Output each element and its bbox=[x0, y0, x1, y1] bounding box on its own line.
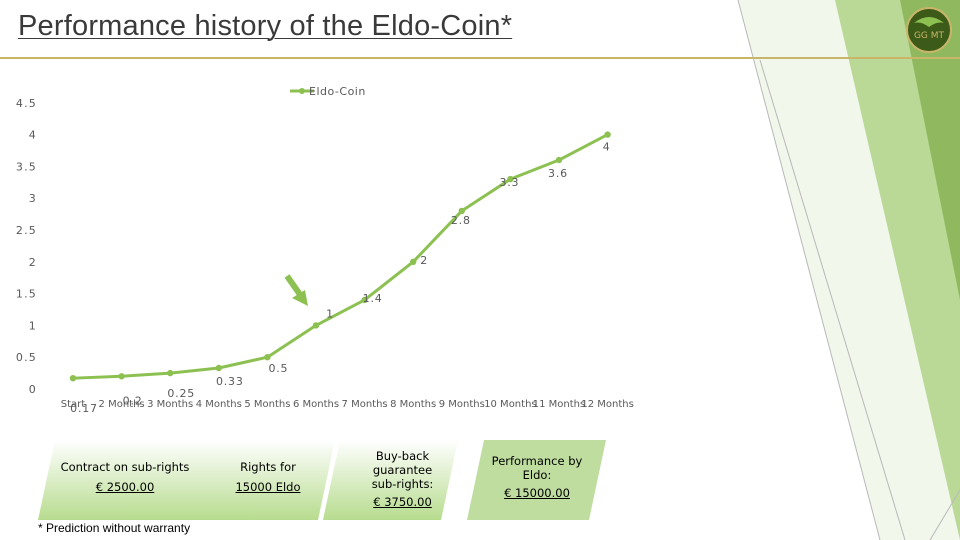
box-shape-3 bbox=[323, 440, 458, 520]
data-label: 1.4 bbox=[363, 292, 383, 305]
info-box-rights-value: 15000 Eldo bbox=[235, 480, 301, 494]
deco-triangle-dark bbox=[900, 0, 960, 300]
info-box-performance: Performance by Eldo: € 15000.00 bbox=[488, 446, 586, 508]
x-tick-label: 5 Months bbox=[244, 399, 290, 410]
page-title: Performance history of the Eldo-Coin* bbox=[18, 10, 513, 42]
x-axis-labels: Start 2 Months 3 Months 4 Months 5 Months 6 M… bbox=[61, 399, 634, 410]
series-markers bbox=[69, 131, 611, 382]
x-tick-label: Start bbox=[61, 399, 86, 410]
y-tick-label: 0.5 bbox=[16, 351, 37, 364]
info-box-contract-value: € 2500.00 bbox=[95, 480, 155, 494]
y-axis-ticks: 0 0.5 1 1.5 2 2.5 3 3.5 4 4.5 bbox=[16, 97, 37, 396]
x-tick-label: 2 Months bbox=[99, 399, 145, 410]
data-point bbox=[167, 369, 174, 377]
data-point bbox=[555, 156, 563, 164]
x-tick-label: 3 Months bbox=[147, 399, 193, 410]
title-divider bbox=[0, 57, 960, 59]
logo-text: GG MT bbox=[914, 31, 945, 41]
series-line-eldo-coin bbox=[72, 133, 609, 380]
y-tick-label: 4.5 bbox=[16, 97, 37, 110]
deco-line-3 bbox=[929, 489, 960, 540]
data-point bbox=[69, 374, 77, 382]
info-box-performance-value: € 15000.00 bbox=[504, 486, 570, 500]
data-point bbox=[312, 322, 320, 329]
data-point bbox=[507, 175, 514, 183]
footnote: * Prediction without warranty bbox=[38, 521, 191, 535]
info-box-rights-label: Rights for bbox=[240, 460, 296, 474]
data-point bbox=[604, 131, 611, 138]
data-label: 0.25 bbox=[167, 387, 195, 400]
x-tick-label: 9 Months bbox=[439, 399, 485, 410]
chart-legend: Eldo-Coin bbox=[290, 85, 366, 98]
data-label: 4 bbox=[603, 141, 611, 154]
info-box-buyback: Buy-back guarantee sub-rights: € 3750.00 bbox=[360, 446, 445, 512]
data-point bbox=[458, 207, 465, 215]
box-shape-4 bbox=[467, 440, 606, 520]
y-tick-label: 4 bbox=[29, 129, 37, 142]
data-point bbox=[118, 373, 125, 380]
data-point bbox=[264, 354, 271, 361]
data-label: 0.17 bbox=[70, 402, 98, 415]
info-box-buyback-label: Buy-back guarantee sub-rights: bbox=[371, 449, 434, 491]
x-tick-label: 10 Months bbox=[484, 399, 536, 410]
x-tick-label: 6 Months bbox=[293, 399, 339, 410]
data-label: 2 bbox=[420, 254, 428, 267]
deco-line-2 bbox=[759, 59, 906, 540]
data-point bbox=[361, 296, 368, 304]
data-label: 0.5 bbox=[268, 362, 288, 375]
box-shape-1 bbox=[38, 440, 213, 520]
data-point bbox=[410, 258, 417, 265]
x-tick-label: 7 Months bbox=[342, 399, 388, 410]
data-label: 3.6 bbox=[548, 167, 568, 180]
data-label: 3.3 bbox=[499, 176, 519, 189]
y-tick-label: 0 bbox=[29, 383, 37, 396]
legend-marker bbox=[299, 88, 305, 94]
y-tick-label: 1.5 bbox=[16, 288, 37, 301]
info-box-performance-label: Performance by Eldo: bbox=[491, 454, 583, 482]
info-box-buyback-value: € 3750.00 bbox=[373, 495, 432, 509]
x-tick-label: 12 Months bbox=[581, 399, 633, 410]
y-tick-label: 3 bbox=[29, 192, 37, 205]
info-box-contract: Contract on sub-rights € 2500.00 bbox=[55, 446, 195, 508]
data-label: 0.2 bbox=[123, 394, 143, 407]
x-tick-label: 4 Months bbox=[196, 399, 242, 410]
y-tick-label: 1 bbox=[29, 319, 37, 332]
box-shape-2 bbox=[191, 440, 335, 520]
data-label: 0.33 bbox=[216, 375, 244, 388]
info-box-contract-label: Contract on sub-rights bbox=[60, 460, 190, 474]
y-tick-label: 2 bbox=[29, 256, 37, 269]
legend-label: Eldo-Coin bbox=[309, 85, 366, 98]
y-tick-label: 2.5 bbox=[16, 224, 37, 237]
data-point bbox=[215, 364, 222, 372]
data-label: 2.8 bbox=[451, 214, 471, 227]
data-label: 1 bbox=[326, 307, 334, 320]
data-labels: 0.17 0.2 0.25 0.33 0.5 1 1.4 2 2.8 3.3 3.6 4 bbox=[70, 141, 610, 416]
x-tick-label: 8 Months bbox=[390, 399, 436, 410]
eldo-logo: GG MT bbox=[906, 7, 952, 53]
arrow-icon bbox=[284, 274, 308, 306]
x-tick-label: 11 Months bbox=[533, 399, 585, 410]
y-tick-label: 3.5 bbox=[16, 160, 37, 173]
deco-line-1 bbox=[737, 0, 881, 540]
info-box-rights: Rights for 15000 Eldo bbox=[213, 446, 323, 508]
